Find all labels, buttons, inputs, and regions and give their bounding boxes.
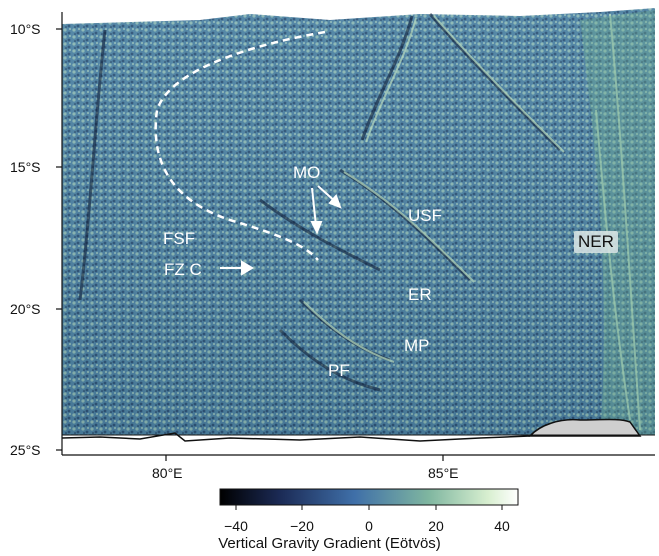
dashed-boundary-line [154,30,326,261]
annotation-arrows [220,185,342,276]
colorbar-tick-minus40: −40 [224,518,248,534]
lat-label-20s: 20°S [10,301,41,317]
colorbar-title: Vertical Gravity Gradient (Eötvös) [218,535,441,552]
lon-label-85e: 85°E [428,465,459,481]
colorbar [219,488,519,510]
feature-label-fzc: FZ C [164,260,202,279]
lat-label-10s: 10°S [10,21,41,37]
colorbar-tick-0: 0 [365,518,373,534]
feature-label-pf: PF [328,361,350,380]
feature-label-fsf: FSF [163,229,196,248]
feature-label-er: ER [408,285,432,304]
feature-label-mp: MP [404,336,430,355]
colorbar-tick-40: 40 [494,518,510,534]
axes-frame [56,12,655,461]
colorbar-tick-20: 20 [428,518,444,534]
lon-label-80e: 80°E [152,465,183,481]
lat-label-15s: 15°S [10,159,41,175]
feature-label-mo: MO [293,163,321,182]
bottom-profile [61,418,655,453]
relief-surface [62,8,655,435]
feature-label-ner: NER [574,231,618,253]
lat-label-25s: 25°S [10,442,41,458]
feature-label-usf: USF [408,206,442,225]
colorbar-tick-minus20: −20 [290,518,314,534]
